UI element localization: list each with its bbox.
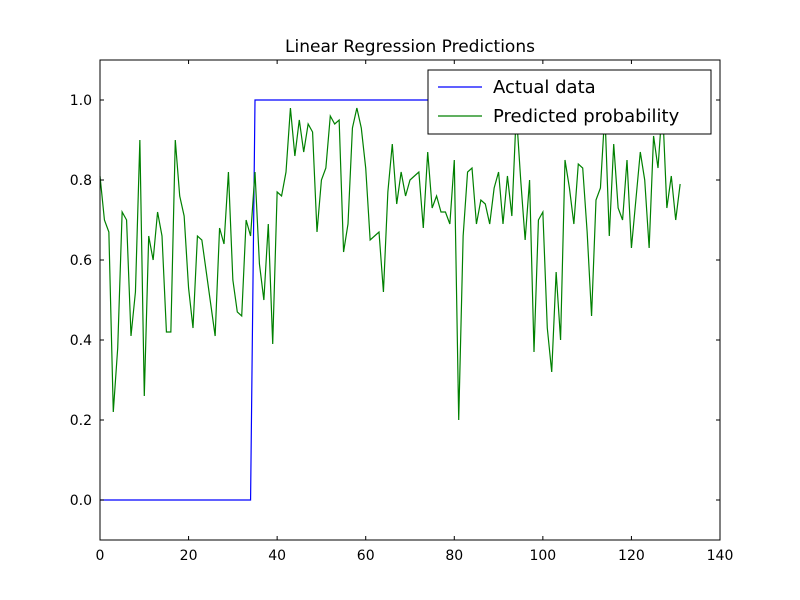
plot-frame — [99, 59, 721, 541]
x-tick-label: 40 — [268, 548, 286, 564]
y-tick-label: 1.0 — [70, 93, 92, 109]
x-tick-label: 140 — [707, 548, 734, 564]
x-tick-label: 60 — [357, 548, 375, 564]
x-tick-label: 120 — [618, 548, 645, 564]
x-tick-label: 100 — [529, 548, 556, 564]
x-tick-label: 0 — [96, 548, 105, 564]
legend-box — [427, 69, 712, 135]
legend: Actual data Predicted probability — [427, 69, 712, 135]
series-line-predicted-probability — [99, 103, 681, 421]
y-tick-label: 0.6 — [70, 253, 92, 269]
chart-title: Linear Regression Predictions — [285, 37, 535, 57]
y-tick-label: 0.0 — [70, 493, 92, 509]
y-tick-label: 0.2 — [70, 413, 92, 429]
legend-label-actual-data: Actual data — [493, 77, 596, 98]
legend-label-predicted-probability: Predicted probability — [493, 106, 680, 127]
ticks-layer: 0 20 40 60 80 100 120 140 0.0 0.2 0.4 0.6 0.8 1.0 — [70, 60, 734, 564]
x-tick-label: 80 — [445, 548, 463, 564]
y-tick-label: 0.4 — [70, 333, 92, 349]
x-tick-label: 20 — [180, 548, 198, 564]
y-tick-label: 0.8 — [70, 173, 92, 189]
